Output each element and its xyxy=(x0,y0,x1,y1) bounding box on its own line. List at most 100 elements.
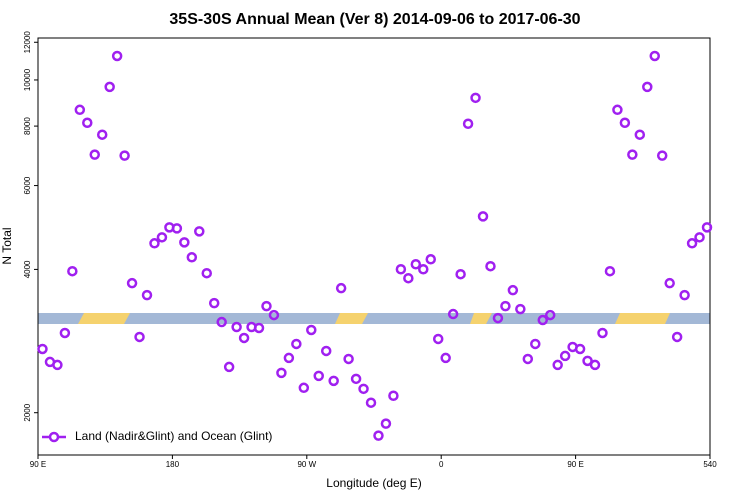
data-point xyxy=(634,129,646,140)
data-point xyxy=(656,150,668,161)
data-point xyxy=(462,118,474,130)
ocean-band xyxy=(38,313,710,324)
data-point xyxy=(582,355,593,367)
data-point xyxy=(395,263,407,275)
data-point xyxy=(52,359,63,371)
data-point xyxy=(82,117,93,129)
y-tick-label: 4000 xyxy=(23,260,32,278)
data-point xyxy=(335,282,347,294)
data-point xyxy=(500,300,511,312)
data-point xyxy=(291,338,302,350)
data-point xyxy=(701,222,713,233)
x-tick-label: 90 E xyxy=(567,460,583,469)
data-point xyxy=(283,352,295,364)
data-point xyxy=(74,104,86,116)
data-point xyxy=(320,345,332,357)
data-point xyxy=(126,277,138,289)
data-point xyxy=(313,370,324,382)
data-point xyxy=(268,309,280,321)
data-point xyxy=(515,303,526,315)
x-tick-label: 0 xyxy=(439,460,444,469)
data-point xyxy=(223,361,235,373)
data-point xyxy=(552,359,563,371)
data-point xyxy=(89,149,100,160)
data-point xyxy=(156,232,168,243)
data-point xyxy=(67,265,78,277)
data-point xyxy=(350,373,362,385)
data-point xyxy=(410,258,422,270)
legend-label: Land (Nadir&Glint) and Ocean (Glint) xyxy=(75,429,272,443)
data-point xyxy=(171,223,183,234)
data-point xyxy=(642,81,653,93)
data-point xyxy=(208,297,220,309)
x-tick-label: 540 xyxy=(703,460,717,469)
data-point xyxy=(261,300,272,312)
data-point xyxy=(201,267,212,279)
data-point xyxy=(119,150,130,161)
data-point xyxy=(612,104,623,116)
y-tick-label: 6000 xyxy=(23,176,32,194)
data-point xyxy=(104,81,115,93)
y-tick-label: 8000 xyxy=(23,117,32,135)
y-tick-label: 12000 xyxy=(23,31,32,54)
data-point xyxy=(37,343,48,355)
data-point xyxy=(418,263,429,275)
data-point xyxy=(403,272,414,284)
data-point xyxy=(141,289,153,301)
data-point xyxy=(507,284,519,296)
data-point xyxy=(96,129,108,140)
data-point xyxy=(194,226,205,237)
data-point xyxy=(544,309,556,321)
data-point xyxy=(492,312,504,324)
data-point xyxy=(589,359,601,371)
data-point xyxy=(522,353,534,365)
data-point xyxy=(671,331,683,343)
data-point xyxy=(574,343,586,355)
data-point xyxy=(432,333,444,345)
data-point xyxy=(373,430,384,441)
data-point xyxy=(425,254,436,265)
land-patch xyxy=(335,313,368,324)
data-point xyxy=(238,332,250,344)
data-point xyxy=(664,277,675,289)
data-point xyxy=(380,418,392,429)
x-tick-label: 90 W xyxy=(297,460,316,469)
data-point xyxy=(470,92,481,104)
y-tick-label: 2000 xyxy=(23,403,32,421)
data-point xyxy=(253,322,265,334)
data-point xyxy=(447,308,459,320)
y-tick-label: 10000 xyxy=(23,68,32,91)
data-point xyxy=(111,50,123,62)
land-patch xyxy=(615,313,670,324)
plot-frame xyxy=(37,37,711,456)
data-point xyxy=(627,149,638,160)
chart-title: 35S-30S Annual Mean (Ver 8) 2014-09-06 t… xyxy=(169,11,580,28)
land-patch xyxy=(78,313,130,324)
data-point xyxy=(537,314,548,326)
data-point xyxy=(440,352,451,364)
data-point xyxy=(358,383,369,395)
x-tick-label: 180 xyxy=(166,460,180,469)
x-axis-label: Longitude (deg E) xyxy=(326,476,421,490)
data-point xyxy=(134,331,145,343)
data-point xyxy=(485,260,496,272)
y-axis-label: N Total xyxy=(0,227,14,264)
data-point xyxy=(597,327,608,339)
data-point xyxy=(186,252,198,263)
data-point xyxy=(604,265,616,277)
data-point xyxy=(649,50,660,62)
data-point xyxy=(559,350,571,362)
data-point xyxy=(298,382,310,394)
data-point xyxy=(149,238,160,249)
legend-marker xyxy=(48,431,60,443)
data-point xyxy=(477,211,489,222)
x-tick-label: 90 E xyxy=(30,460,46,469)
surface-band xyxy=(38,313,710,324)
data-point xyxy=(679,289,690,301)
data-point xyxy=(619,117,631,129)
data-point xyxy=(343,353,354,365)
land-patch xyxy=(470,313,492,324)
data-point xyxy=(388,390,399,401)
data-point xyxy=(686,238,698,249)
